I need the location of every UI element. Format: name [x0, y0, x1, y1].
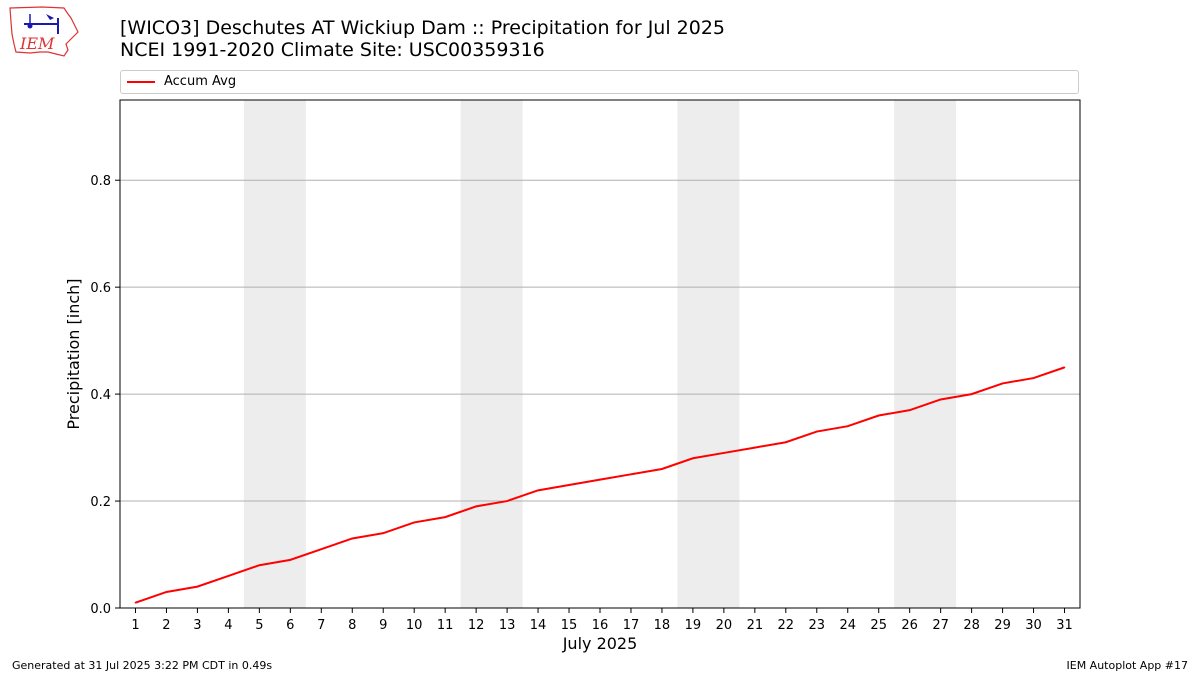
- data-point: [165, 591, 168, 593]
- x-tick-label: 25: [870, 618, 887, 633]
- x-tick-label: 23: [809, 618, 826, 633]
- x-tick-label: 28: [963, 618, 980, 633]
- data-point: [939, 398, 942, 401]
- y-tick-label: 0.8: [90, 174, 111, 189]
- data-point: [1032, 377, 1035, 379]
- x-tick-label: 31: [1056, 618, 1073, 633]
- weekend-band-2: [677, 100, 740, 608]
- data-point: [289, 559, 292, 561]
- y-tick-label: 0.6: [90, 281, 111, 296]
- data-point: [351, 537, 354, 540]
- iem-logo-icon: IEM: [9, 6, 79, 57]
- x-axis-ticks: 1 2 3 4 5 6 7 8 9 10 11 12 13 14 15 16 17 18 19 20 21 22 23 24 2…: [131, 608, 1073, 633]
- data-point: [630, 473, 632, 476]
- data-point: [568, 484, 570, 486]
- weekend-bands: [243, 100, 957, 608]
- data-point: [320, 548, 323, 550]
- x-tick-label: 16: [592, 618, 609, 633]
- weekend-band-3: [894, 100, 957, 608]
- y-tick-label: 0.2: [90, 495, 111, 510]
- data-point: [196, 585, 199, 588]
- x-tick-label: 30: [1025, 618, 1042, 633]
- x-tick-label: 9: [379, 618, 387, 633]
- x-tick-label: 18: [654, 618, 671, 633]
- legend-label: Accum Avg: [164, 74, 237, 89]
- y-axis-ticks: 0.0 0.2 0.4 0.6 0.8: [90, 174, 120, 617]
- data-point: [877, 414, 880, 417]
- x-tick-label: 11: [437, 618, 454, 633]
- x-tick-label: 17: [623, 618, 640, 633]
- data-point: [134, 601, 137, 604]
- data-point: [692, 457, 694, 460]
- x-tick-label: 6: [286, 618, 294, 633]
- x-tick-label: 5: [255, 618, 263, 633]
- data-point: [846, 425, 849, 427]
- chart-subtitle: NCEI 1991-2020 Climate Site: USC00359316: [120, 39, 545, 61]
- data-point: [723, 452, 725, 454]
- chart-title: [WICO3] Deschutes AT Wickiup Dam :: Prec…: [120, 17, 726, 39]
- x-tick-label: 3: [193, 618, 201, 633]
- x-tick-label: 19: [685, 618, 702, 633]
- data-point: [413, 521, 415, 524]
- data-point: [382, 532, 385, 534]
- data-point: [475, 505, 477, 508]
- x-tick-label: 24: [839, 618, 856, 633]
- weekend-band-0: [243, 100, 306, 608]
- x-tick-label: 15: [561, 618, 578, 633]
- x-tick-label: 13: [499, 618, 516, 633]
- x-tick-label: 2: [162, 618, 170, 633]
- data-point: [970, 393, 973, 395]
- x-tick-label: 1: [131, 618, 139, 633]
- x-tick-label: 8: [348, 618, 356, 633]
- y-tick-label: 0.0: [90, 602, 111, 617]
- data-point: [1001, 382, 1004, 385]
- x-axis-label: July 2025: [562, 634, 638, 653]
- legend-line-swatch: [127, 81, 155, 83]
- app-footer: IEM Autoplot App #17: [1066, 659, 1189, 672]
- data-point: [258, 564, 261, 567]
- data-point: [1063, 366, 1066, 369]
- x-tick-label: 21: [747, 618, 764, 633]
- data-point: [599, 478, 601, 481]
- x-tick-label: 10: [406, 618, 423, 633]
- x-tick-label: 26: [901, 618, 918, 633]
- data-point: [815, 430, 818, 433]
- data-point: [785, 441, 787, 444]
- data-point: [444, 516, 446, 518]
- x-tick-label: 29: [994, 618, 1011, 633]
- x-tick-label: 22: [778, 618, 795, 633]
- logo-text: IEM: [19, 34, 55, 53]
- x-tick-label: 7: [317, 618, 325, 633]
- x-tick-label: 12: [468, 618, 485, 633]
- data-point: [754, 446, 756, 449]
- x-tick-label: 27: [932, 618, 949, 633]
- y-axis-label: Precipitation [inch]: [64, 278, 83, 429]
- generated-footer: Generated at 31 Jul 2025 3:22 PM CDT in …: [12, 659, 273, 672]
- series-layer: [134, 366, 1066, 604]
- legend: Accum Avg: [120, 70, 1079, 94]
- data-point: [537, 489, 539, 492]
- y-tick-label: 0.4: [90, 388, 111, 403]
- x-tick-label: 4: [224, 618, 232, 633]
- x-tick-label: 14: [530, 618, 547, 633]
- data-point: [227, 575, 230, 577]
- data-point: [506, 500, 508, 502]
- data-point: [661, 468, 663, 470]
- data-point: [908, 409, 911, 411]
- grid-lines: [120, 179, 1080, 502]
- x-tick-label: 20: [716, 618, 733, 633]
- weekend-band-1: [460, 100, 523, 608]
